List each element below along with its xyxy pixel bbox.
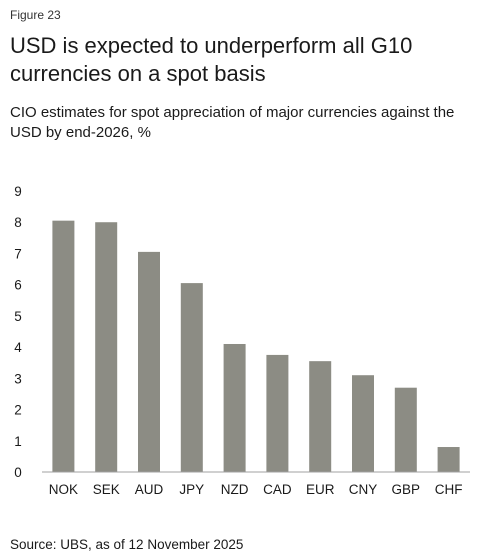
x-tick-label: EUR xyxy=(306,482,335,497)
source-note: Source: UBS, as of 12 November 2025 xyxy=(10,537,244,552)
bar-jpy xyxy=(180,283,203,472)
x-tick-label: AUD xyxy=(135,482,164,497)
bar-gbp xyxy=(394,387,417,472)
x-tick-label: CAD xyxy=(263,482,292,497)
y-tick-label: 3 xyxy=(14,371,22,386)
bar-nok xyxy=(52,220,75,472)
bar-cad xyxy=(266,354,289,472)
y-tick-label: 2 xyxy=(14,403,22,418)
y-tick-label: 8 xyxy=(14,215,22,230)
bar-nzd xyxy=(223,343,246,472)
bar-aud xyxy=(138,251,160,472)
bar-chf xyxy=(437,447,460,472)
x-tick-label: SEK xyxy=(93,482,120,497)
bar-cny xyxy=(352,375,374,472)
y-tick-label: 0 xyxy=(14,465,22,480)
y-axis: 0 1 2 3 4 5 6 7 8 9 xyxy=(14,184,22,480)
x-tick-label: NZD xyxy=(221,482,249,497)
x-tick-label: CNY xyxy=(349,482,378,497)
x-tick-label: NOK xyxy=(49,482,78,497)
y-tick-label: 4 xyxy=(14,340,22,355)
bar-sek xyxy=(95,222,118,472)
x-axis: NOK SEK AUD JPY NZD CAD EUR CNY GBP CHF xyxy=(49,482,463,497)
chart-subtitle: CIO estimates for spot appreciation of m… xyxy=(10,104,455,141)
x-tick-label: GBP xyxy=(392,482,421,497)
figure-label: Figure 23 xyxy=(10,8,61,22)
x-tick-label: JPY xyxy=(179,482,204,497)
y-tick-label: 1 xyxy=(14,434,22,449)
bar-eur xyxy=(309,361,332,472)
x-tick-label: CHF xyxy=(435,482,463,497)
chart-title: USD is expected to underperform all G10 … xyxy=(10,33,413,86)
y-tick-label: 7 xyxy=(14,246,22,261)
bars xyxy=(52,220,460,472)
y-tick-label: 9 xyxy=(14,184,22,199)
y-tick-label: 6 xyxy=(14,278,22,293)
y-tick-label: 5 xyxy=(14,309,22,324)
